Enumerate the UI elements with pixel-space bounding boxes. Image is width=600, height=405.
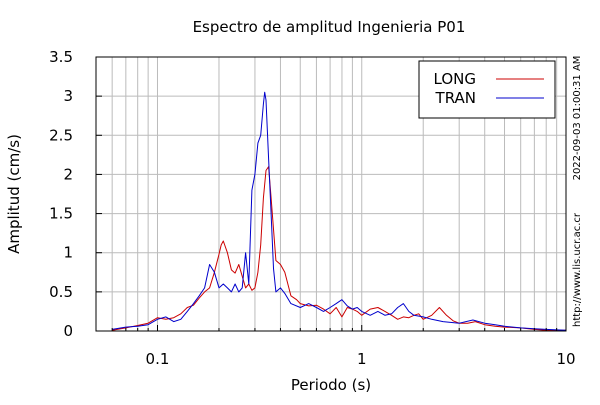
y-tick-label: 3.5 xyxy=(49,48,73,66)
legend-label-tran: TRAN xyxy=(435,89,476,107)
series-line-tran xyxy=(112,91,567,331)
legend-label-long: LONG xyxy=(434,70,476,88)
legend-box xyxy=(418,60,556,119)
x-tick-label: 1 xyxy=(357,350,367,368)
y-tick-label: 2 xyxy=(63,165,73,183)
x-axis-label: Periodo (s) xyxy=(291,376,371,394)
y-tick-label: 2.5 xyxy=(49,126,73,144)
y-tick-label: 0 xyxy=(63,322,73,340)
y-axis-label: Amplitud (cm/s) xyxy=(5,134,23,254)
x-tick-label: 10 xyxy=(556,350,575,368)
legend: LONG TRAN xyxy=(418,60,556,119)
timestamp-text: 2022-09-03 01:00:31 AM xyxy=(572,56,583,181)
x-tick-label: 0.1 xyxy=(146,350,170,368)
axis-ticks: 0 0.5 1 1.5 2 2.5 3 3.5 0.1 1 10 xyxy=(49,48,575,368)
series-layer xyxy=(112,91,567,331)
y-tick-label: 1.5 xyxy=(49,205,73,223)
series-line-long xyxy=(112,166,566,331)
y-tick-label: 3 xyxy=(63,87,73,105)
y-tick-label: 0.5 xyxy=(49,283,73,301)
chart-title: Espectro de amplitud Ingenieria P01 xyxy=(193,18,466,36)
plot-frame xyxy=(95,56,567,332)
source-url-text: http://www.lis.ucr.ac.cr xyxy=(572,212,583,327)
y-tick-label: 1 xyxy=(63,244,73,262)
